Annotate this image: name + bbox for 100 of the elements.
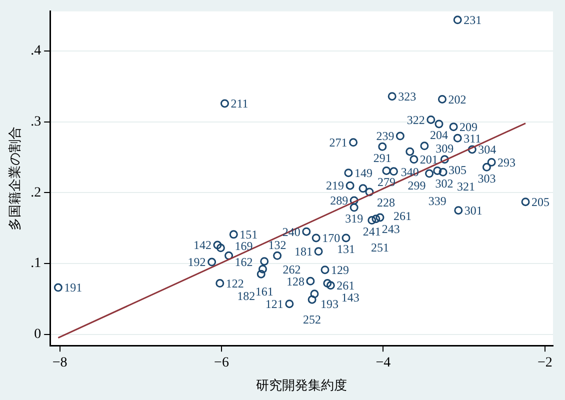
annotation: 121 [265, 296, 284, 311]
point [438, 168, 448, 176]
annotation: 132 [268, 238, 286, 252]
y-tick-label: 0 [34, 326, 42, 342]
point [365, 188, 374, 196]
point [260, 257, 269, 266]
annotation: 319 [345, 212, 364, 226]
annotation: 162 [234, 255, 253, 270]
annotation: 321 [457, 179, 476, 194]
x-tick-label: −6 [214, 356, 229, 371]
annotation: 239 [376, 129, 394, 144]
point [420, 142, 429, 150]
x-tick-label: −8 [52, 356, 68, 371]
point [454, 206, 463, 215]
point [453, 16, 462, 24]
point [216, 244, 225, 252]
point [220, 99, 229, 108]
annotation: 128 [286, 274, 304, 288]
y-tick-label: .2 [30, 185, 42, 200]
y-tick-label: .3 [30, 114, 42, 130]
point [368, 216, 376, 225]
annotation: 149 [354, 166, 372, 180]
annotation: 323 [398, 90, 416, 104]
point [382, 166, 391, 175]
point [426, 115, 436, 124]
annotation: 192 [188, 255, 206, 270]
point [54, 283, 62, 292]
annotation: 191 [64, 280, 82, 295]
point [468, 145, 476, 154]
point [310, 290, 319, 298]
y-axis-title: 多国籍企業の割合 [8, 126, 24, 230]
point [425, 169, 434, 178]
annotation: 231 [464, 13, 482, 28]
point [346, 181, 354, 190]
point [256, 270, 266, 278]
x-tick-label: −2 [537, 356, 552, 371]
annotation: 303 [478, 171, 496, 186]
annotation: 122 [226, 276, 244, 290]
y-tick-label: .1 [30, 256, 42, 272]
point [314, 247, 323, 256]
point [350, 203, 358, 212]
annotation: 193 [320, 297, 338, 312]
point [406, 147, 414, 156]
annotation: 305 [448, 163, 466, 178]
annotation: 279 [377, 174, 396, 189]
annotation: 271 [329, 136, 348, 150]
annotation: 201 [420, 152, 438, 167]
point [396, 132, 404, 140]
point [229, 230, 238, 239]
point [320, 266, 330, 274]
point [342, 234, 350, 242]
point [302, 227, 311, 236]
annotation: 309 [436, 142, 454, 156]
point [350, 196, 358, 205]
annotation: 181 [294, 244, 313, 259]
annotation: 301 [464, 204, 482, 218]
annotation: 339 [428, 194, 446, 208]
point [388, 92, 396, 101]
point [449, 122, 458, 132]
annotation: 241 [362, 224, 381, 238]
point [224, 251, 234, 260]
annotation: 243 [382, 222, 400, 236]
annotation: 261 [393, 209, 412, 224]
point [358, 184, 368, 193]
point [376, 213, 384, 222]
point [273, 251, 282, 260]
point [306, 276, 315, 286]
point [378, 142, 387, 151]
annotation: 202 [448, 92, 466, 106]
point [521, 198, 530, 206]
annotation: 182 [237, 289, 256, 304]
annotation: 252 [303, 312, 322, 327]
annotation: 209 [460, 120, 478, 134]
annotation: 289 [330, 194, 348, 208]
point [349, 138, 358, 147]
point [326, 281, 335, 290]
annotation: 291 [373, 150, 392, 165]
point [213, 240, 222, 250]
point [440, 155, 449, 164]
y-tick-label: .4 [30, 44, 42, 59]
point [487, 158, 496, 166]
annotation: 211 [230, 96, 248, 111]
annotation: 311 [464, 131, 482, 146]
annotation: 299 [408, 178, 426, 193]
point [438, 94, 446, 104]
annotation: 302 [435, 176, 454, 191]
annotation: 204 [430, 128, 448, 142]
point [323, 279, 332, 288]
point [216, 279, 224, 288]
point [258, 264, 267, 274]
x-tick-label: −4 [376, 356, 391, 371]
annotation: 262 [282, 262, 301, 276]
annotation: 228 [377, 196, 395, 210]
annotation: 322 [406, 112, 425, 127]
point [285, 300, 294, 308]
annotation: 205 [532, 195, 550, 210]
point [372, 214, 380, 224]
annotation: 161 [255, 284, 274, 298]
point [433, 166, 442, 175]
point [482, 162, 491, 172]
